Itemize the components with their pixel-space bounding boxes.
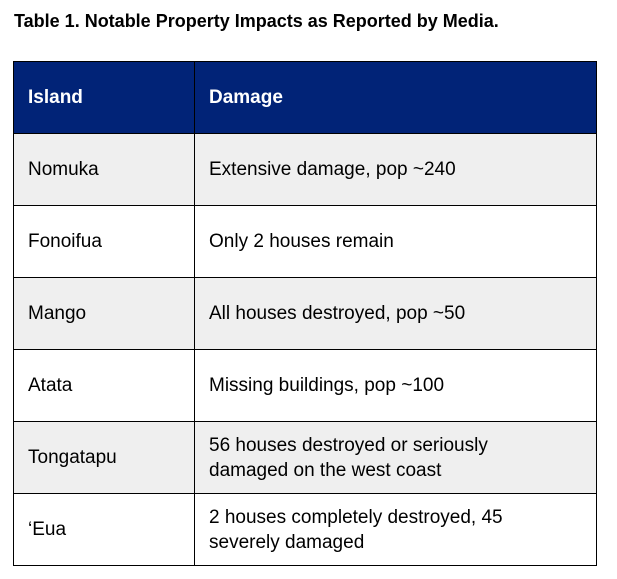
island-cell: Tongatapu bbox=[13, 421, 195, 494]
damage-cell: 2 houses completely destroyed, 45 severe… bbox=[194, 493, 597, 566]
island-cell: Fonoifua bbox=[13, 205, 195, 278]
cell-text: Mango bbox=[28, 303, 87, 324]
damage-cell: Only 2 houses remain bbox=[194, 205, 597, 278]
damage-cell: All houses destroyed, pop ~50 bbox=[194, 277, 597, 350]
header-cell: Island bbox=[13, 61, 195, 134]
damage-cell: 56 houses destroyed or seriously damaged… bbox=[194, 421, 597, 494]
cell-text: Tongatapu bbox=[28, 447, 117, 468]
cell-text: All houses destroyed, pop ~50 bbox=[209, 303, 466, 324]
cell-text: 56 houses destroyed or seriously damaged… bbox=[209, 434, 488, 481]
table-row: Fonoifua Only 2 houses remain bbox=[13, 205, 597, 278]
header-cell: Damage bbox=[194, 61, 597, 134]
cell-text: Only 2 houses remain bbox=[209, 231, 394, 252]
damage-cell: Missing buildings, pop ~100 bbox=[194, 349, 597, 422]
table-title: Table 1. Notable Property Impacts as Rep… bbox=[14, 11, 499, 31]
damage-cell: Extensive damage, pop ~240 bbox=[194, 133, 597, 206]
cell-text: Fonoifua bbox=[28, 231, 102, 252]
island-cell: ‘Eua bbox=[13, 493, 195, 566]
cell-text: Missing buildings, pop ~100 bbox=[209, 375, 445, 396]
table-row: Nomuka Extensive damage, pop ~240 bbox=[13, 133, 597, 206]
cell-text: Atata bbox=[28, 375, 73, 396]
cell-text: ‘Eua bbox=[28, 519, 67, 540]
island-cell: Nomuka bbox=[13, 133, 195, 206]
table-row: ‘Eua 2 houses completely destroyed, 45 se… bbox=[13, 493, 597, 566]
cell-text: 2 houses completely destroyed, 45 severe… bbox=[209, 506, 503, 553]
cell-text: Nomuka bbox=[28, 159, 99, 180]
table-row: Tongatapu 56 houses destroyed or seriousl… bbox=[13, 421, 597, 494]
cell-text: Extensive damage, pop ~240 bbox=[209, 159, 456, 180]
island-cell: Mango bbox=[13, 277, 195, 350]
table-body: Nomuka Extensive damage, pop ~240 Fonoifua… bbox=[13, 133, 597, 566]
island-cell: Atata bbox=[13, 349, 195, 422]
table-row: Mango All houses destroyed, pop ~50 bbox=[13, 277, 597, 350]
impact-table: Island Damage Nomuka Extensive damage, po… bbox=[13, 61, 597, 566]
table-row: Atata Missing buildings, pop ~100 bbox=[13, 349, 597, 422]
header-row: Island Damage bbox=[13, 61, 597, 134]
